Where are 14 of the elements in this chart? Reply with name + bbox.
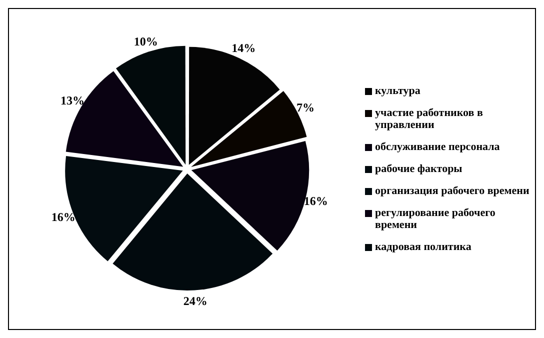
- legend-label: обслуживание персонала: [375, 141, 500, 153]
- data-label: 14%: [232, 40, 256, 55]
- legend-label: участие работников в управлении: [375, 107, 484, 131]
- data-label: 13%: [60, 93, 85, 108]
- legend-label: рабочие факторы: [375, 163, 462, 175]
- data-label: 24%: [183, 294, 208, 308]
- data-label: 10%: [134, 34, 158, 49]
- legend-label: регулирование рабочего времени: [375, 207, 496, 231]
- legend-label: культура: [375, 85, 420, 97]
- data-label: 16%: [304, 194, 328, 208]
- data-label: 16%: [51, 210, 76, 224]
- legend-label: организация рабочего времени: [375, 185, 530, 197]
- legend-label: кадровая политика: [375, 241, 472, 253]
- data-label: 7%: [296, 100, 315, 115]
